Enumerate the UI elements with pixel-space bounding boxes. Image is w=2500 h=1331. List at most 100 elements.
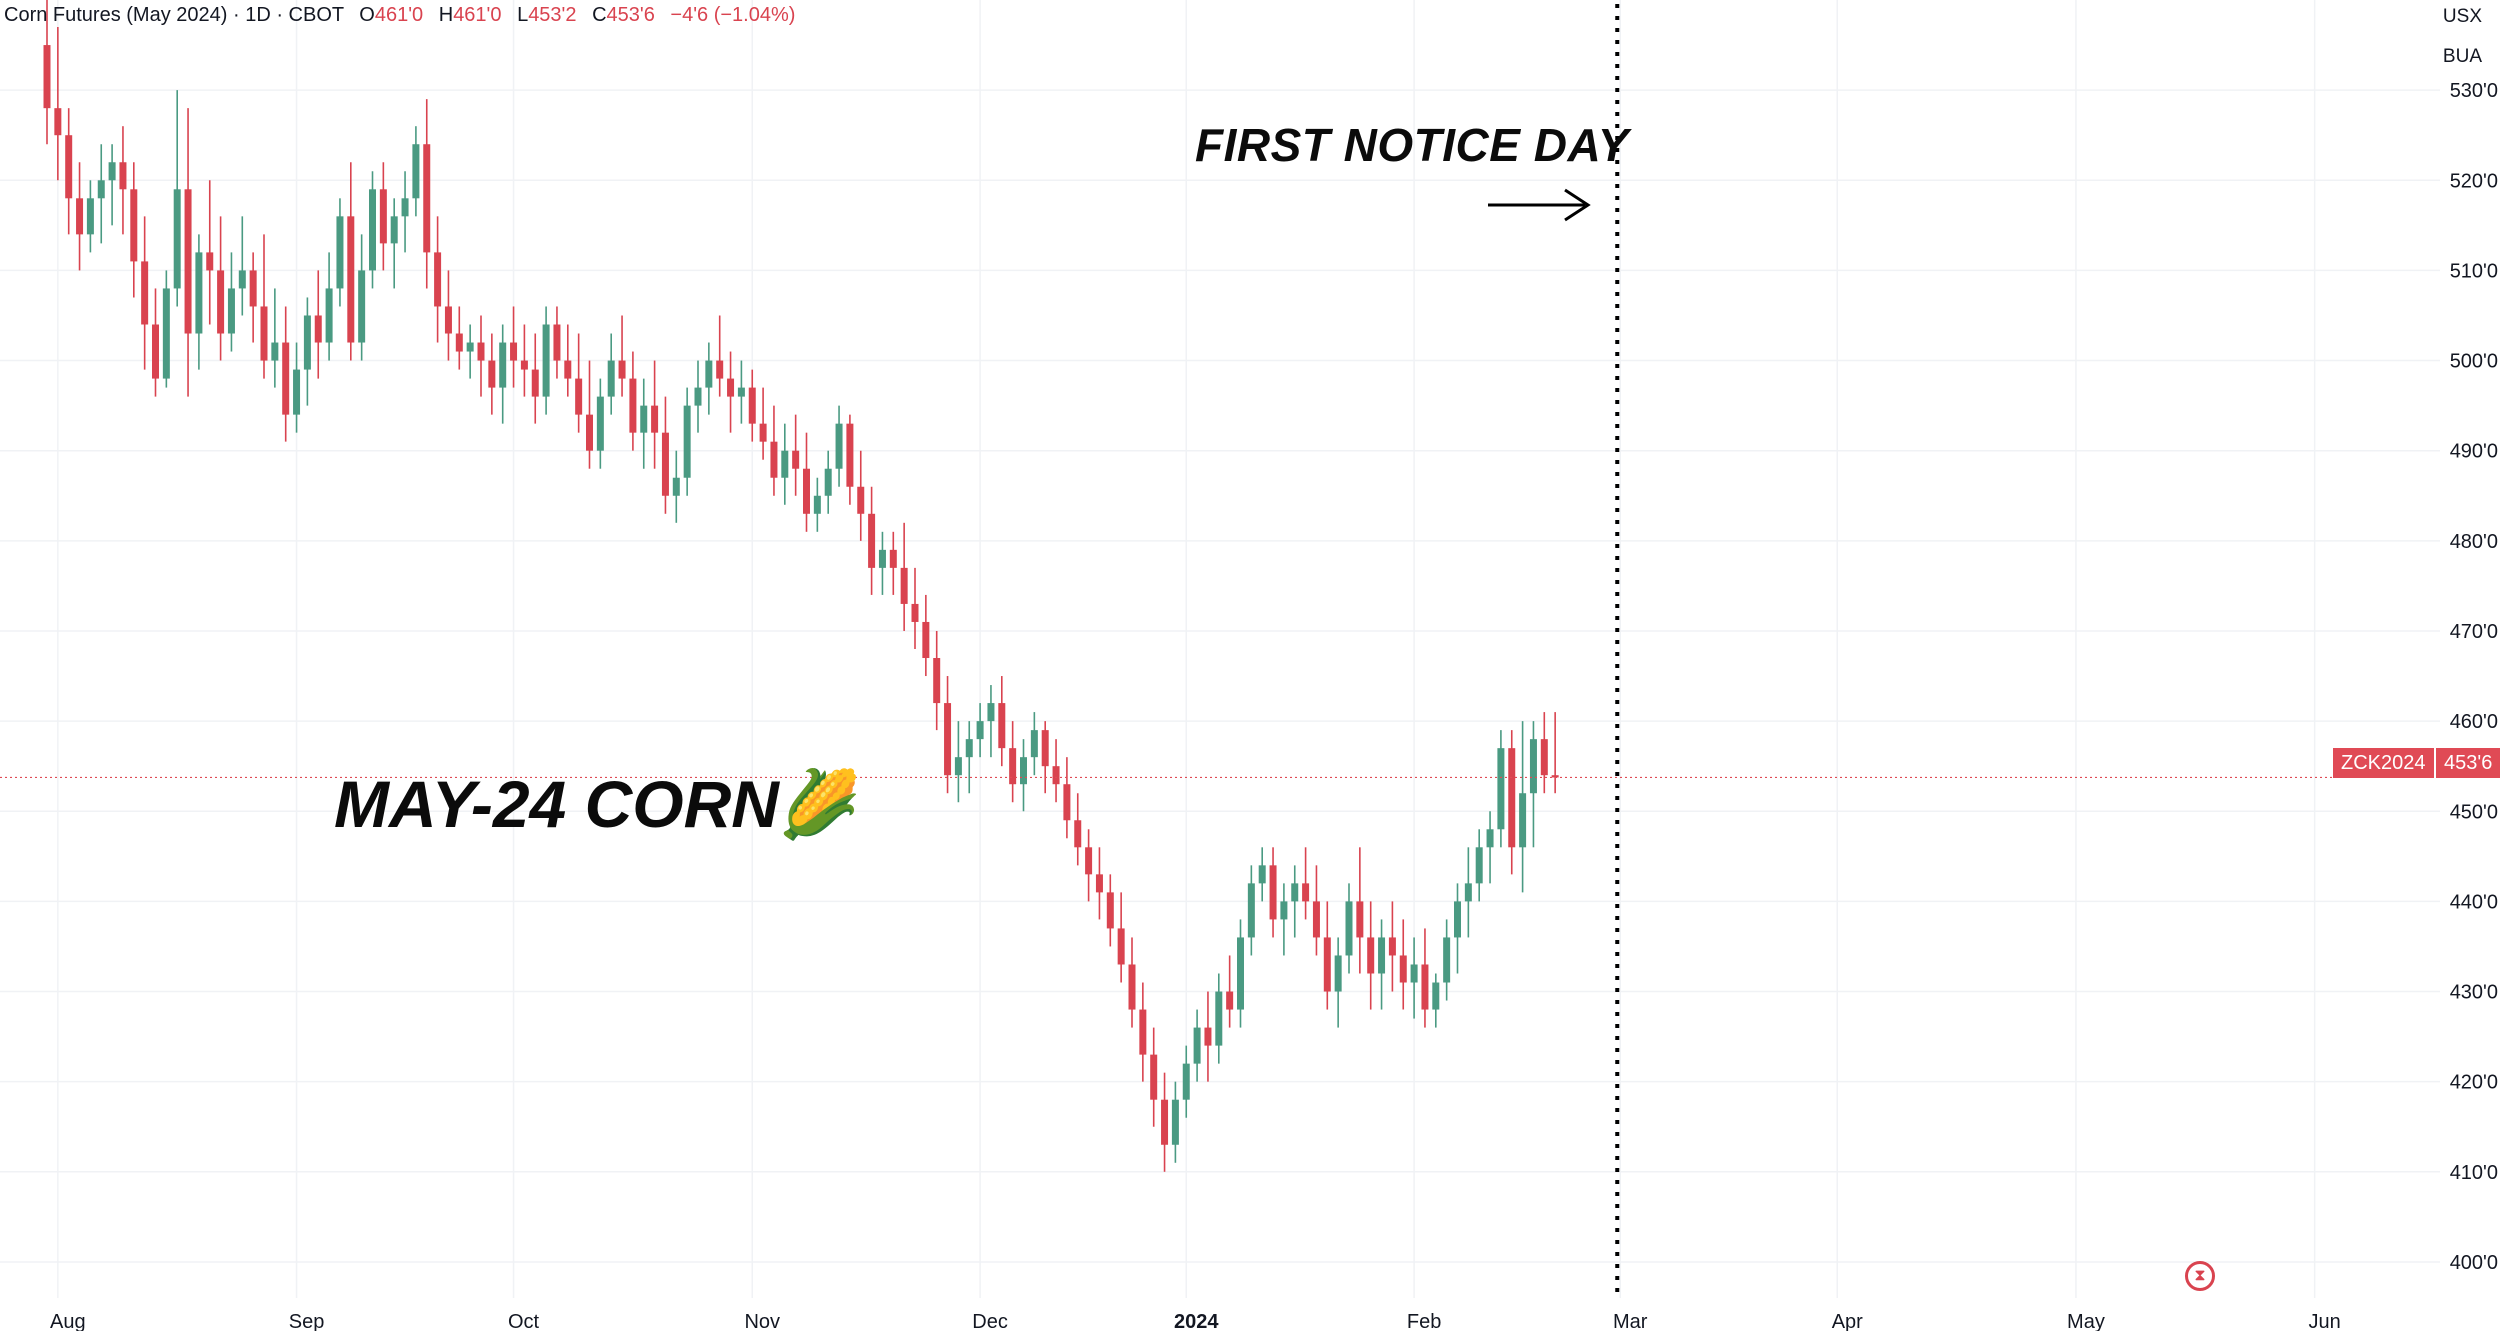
chart-grid xyxy=(0,0,2440,1298)
candle-body xyxy=(705,360,713,388)
candle xyxy=(1139,982,1147,1082)
candle-body xyxy=(564,360,572,379)
candle xyxy=(531,333,539,424)
candle-body xyxy=(1356,901,1364,938)
candle-body xyxy=(54,108,62,136)
candle-body xyxy=(1399,955,1407,983)
legend-close-label: C xyxy=(592,4,607,26)
candle xyxy=(1226,955,1234,1028)
candle xyxy=(1497,730,1505,848)
candle xyxy=(900,522,908,631)
candle xyxy=(217,216,225,361)
candle xyxy=(727,351,735,433)
candle xyxy=(434,216,442,343)
candle-body xyxy=(835,423,843,469)
candle xyxy=(184,108,192,397)
candle-body xyxy=(586,414,593,451)
y-tick-label: 410'0 xyxy=(2450,1162,2498,1184)
candle xyxy=(911,567,919,649)
candle xyxy=(520,324,528,397)
candle xyxy=(444,270,452,361)
candle-body xyxy=(1345,901,1353,956)
candle xyxy=(803,432,810,532)
candle xyxy=(195,234,203,370)
candle-body xyxy=(759,423,767,442)
candle-body xyxy=(1161,1099,1169,1145)
candle-body xyxy=(510,342,518,361)
candle-body xyxy=(1551,775,1559,778)
candle xyxy=(661,396,669,514)
candle xyxy=(1128,937,1136,1028)
candle-body xyxy=(1041,730,1049,767)
candle-body xyxy=(803,468,810,514)
candle xyxy=(1106,874,1114,947)
arrow-head-icon xyxy=(1564,188,1591,222)
quantity-unit[interactable]: BUA xyxy=(2442,46,2482,67)
candle xyxy=(347,162,355,361)
candle xyxy=(423,99,431,289)
candle xyxy=(1367,901,1375,1010)
legend-close: 453'6 xyxy=(606,4,655,26)
candle-body xyxy=(683,405,691,478)
candle xyxy=(1095,847,1103,920)
candle xyxy=(1117,892,1125,983)
legend-high-label: H xyxy=(438,4,454,26)
candle-body xyxy=(944,703,952,776)
candle xyxy=(303,297,311,406)
candle-body xyxy=(455,333,463,352)
candle-body xyxy=(1302,883,1310,902)
candle xyxy=(1454,883,1461,974)
candle-body xyxy=(824,468,832,496)
candle-body xyxy=(206,252,214,271)
currency-unit[interactable]: USX xyxy=(2442,6,2482,27)
candle-body xyxy=(1464,883,1472,902)
candle xyxy=(813,477,821,532)
candle-body xyxy=(1237,937,1244,1010)
candle-body xyxy=(162,288,170,379)
candle xyxy=(651,360,659,469)
candle-body xyxy=(1106,892,1114,929)
hourglass-icon[interactable]: ⧗ xyxy=(2185,1261,2215,1291)
candle-body xyxy=(596,396,604,451)
candle-body xyxy=(737,387,745,397)
candle-body xyxy=(933,658,941,704)
candle-body xyxy=(303,315,311,370)
candle-body xyxy=(434,252,442,307)
y-tick-label: 460'0 xyxy=(2450,711,2498,733)
candle-body xyxy=(390,216,398,244)
candle xyxy=(1508,730,1516,875)
candle-body xyxy=(651,405,659,433)
x-tick-label: Nov xyxy=(744,1311,780,1331)
candle-body xyxy=(369,189,376,271)
candle-body xyxy=(119,162,127,190)
candle-body xyxy=(466,342,474,352)
candle xyxy=(683,387,691,496)
candle-body xyxy=(282,342,290,415)
candle xyxy=(108,144,116,226)
candle xyxy=(141,216,149,370)
x-tick-label: 2024 xyxy=(1174,1311,1219,1331)
x-tick-label: Sep xyxy=(289,1311,325,1331)
candle-body xyxy=(672,477,680,496)
candle-body xyxy=(813,495,821,514)
candle xyxy=(1150,1027,1158,1127)
candle-body xyxy=(499,342,507,388)
candle-body xyxy=(347,216,355,343)
candle-body xyxy=(325,288,333,343)
y-tick-label: 510'0 xyxy=(2450,260,2498,282)
first-notice-day-label: FIRST NOTICE DAY xyxy=(1195,119,1629,171)
candle xyxy=(162,270,170,388)
candle xyxy=(1074,793,1082,866)
candle-body xyxy=(846,423,854,487)
candle xyxy=(1041,721,1049,794)
candle xyxy=(998,676,1006,767)
candle-body xyxy=(661,432,669,496)
candle xyxy=(510,306,518,388)
candle xyxy=(499,324,507,424)
candle-body xyxy=(1171,1099,1179,1145)
candle-body xyxy=(531,369,539,397)
candle-body xyxy=(76,198,84,235)
candle xyxy=(86,180,94,253)
candle-body xyxy=(965,739,973,758)
candle-body xyxy=(1182,1063,1190,1100)
